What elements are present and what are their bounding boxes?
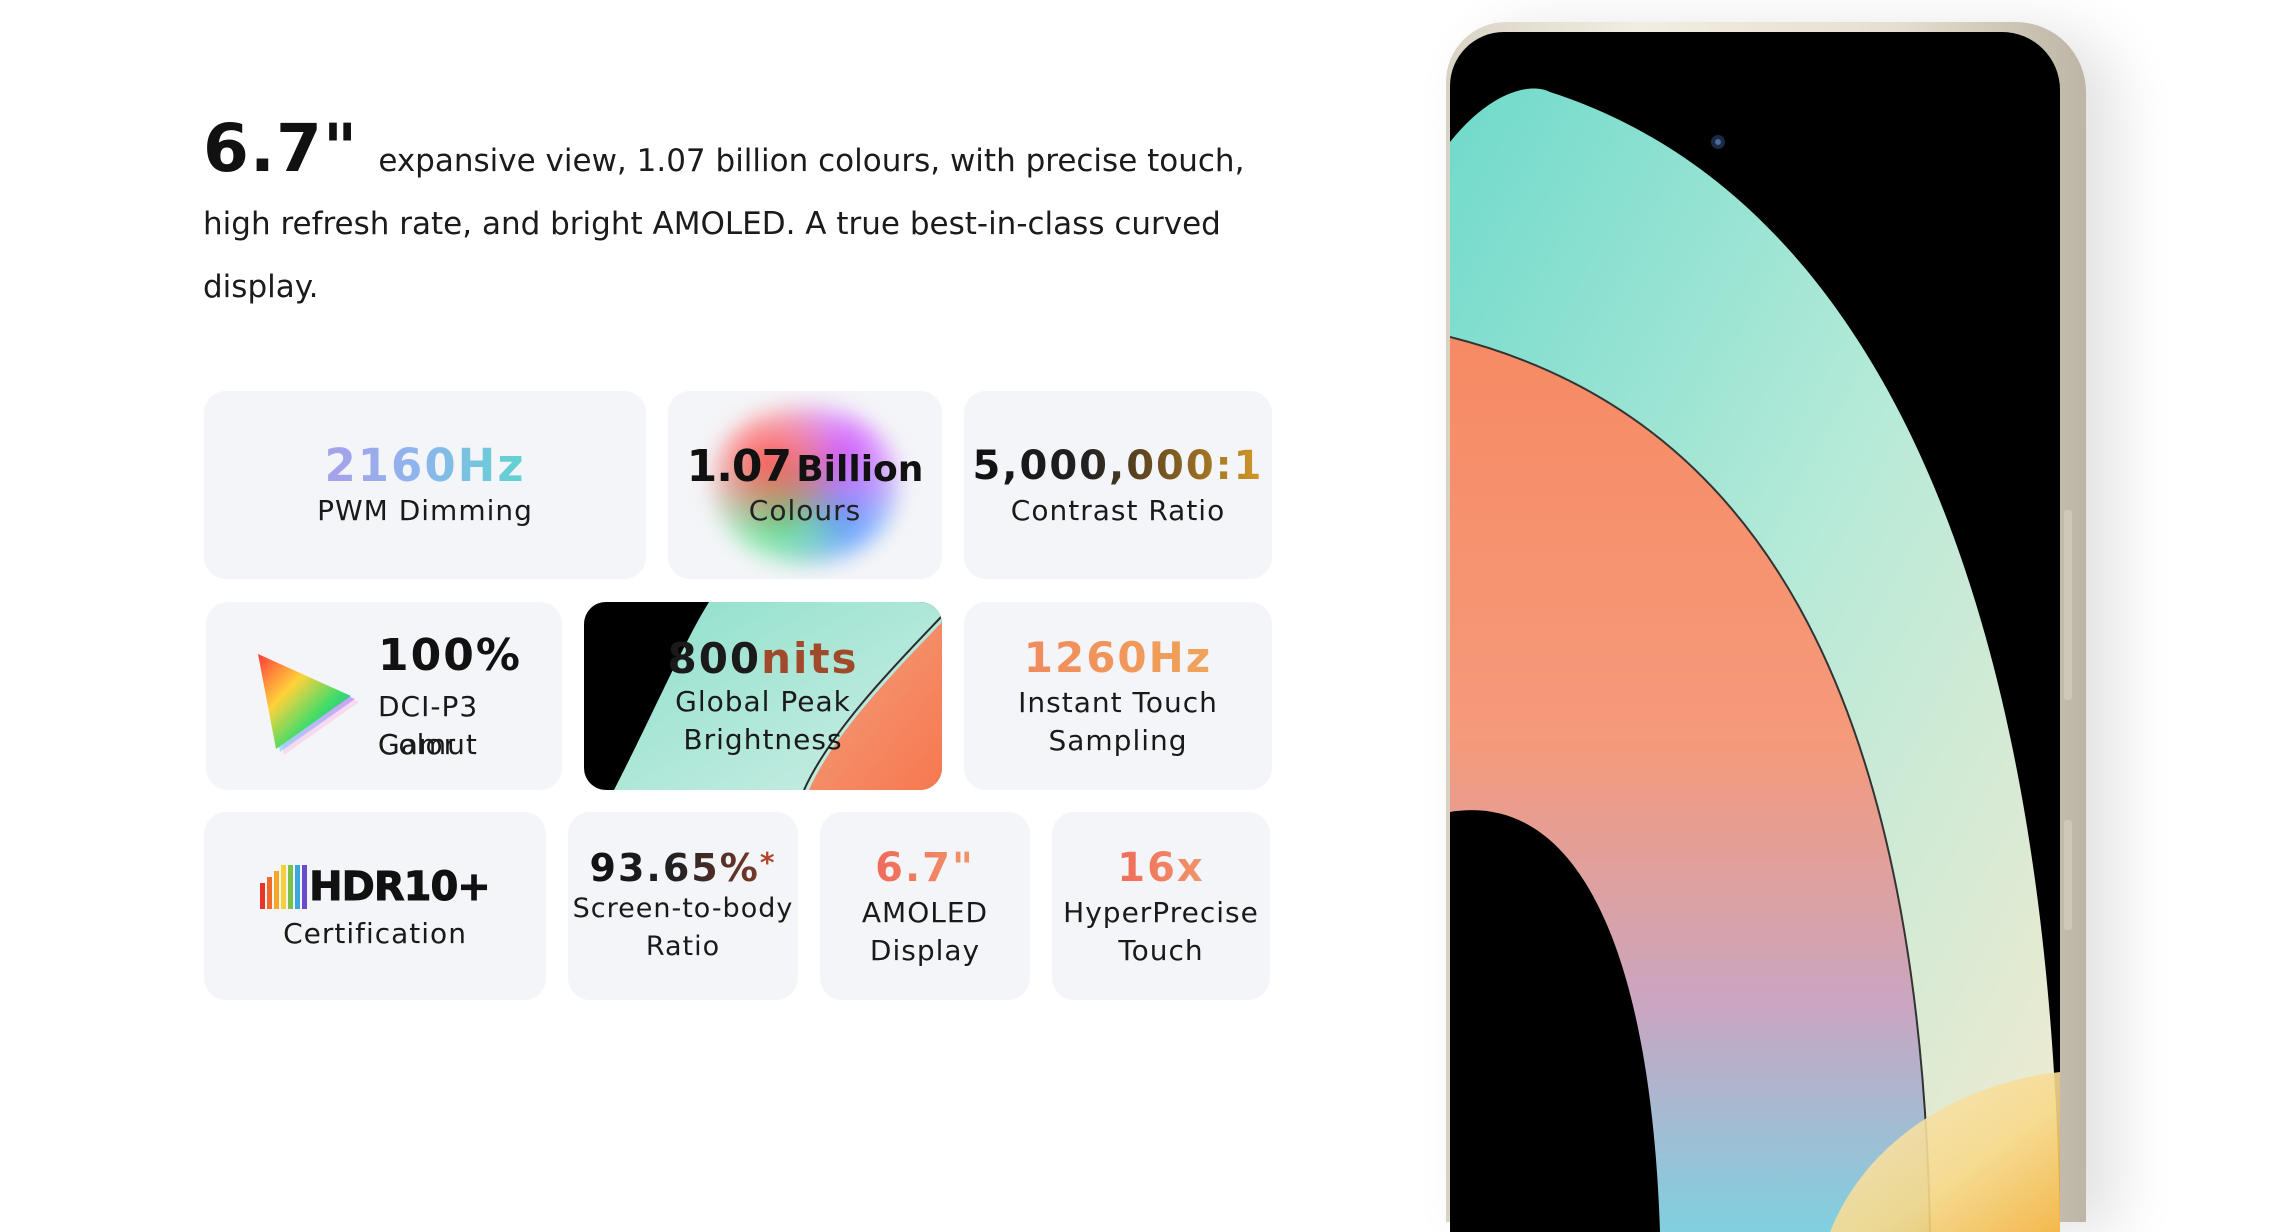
hyper-touch-value: 16x	[1117, 842, 1204, 894]
hdr10-plus-logo: HDR10+	[260, 859, 491, 915]
gamut-label-line2: Gamut	[378, 728, 478, 761]
hyper-touch-label-line1: HyperPrecise	[1063, 896, 1259, 929]
colours-card: 1.07 Billion Colours	[668, 391, 942, 579]
amoled-label-line1: AMOLED	[861, 896, 989, 929]
amoled-display-card: 6.7" AMOLED Display	[820, 812, 1030, 1000]
gamut-label-line1: DCI-P3 Color	[378, 690, 479, 761]
color-gamut-icon	[258, 654, 359, 755]
pwm-value: 2160Hz	[324, 439, 526, 492]
headline: 6.7" expansive view, 1.07 billion colours…	[203, 110, 1313, 319]
touch-sampling-card: 1260Hz Instant Touch Sampling	[964, 602, 1272, 790]
touch-sampling-value: 1260Hz	[1023, 633, 1213, 682]
amoled-value: 6.7"	[875, 842, 975, 894]
power-button	[2064, 820, 2072, 930]
pwm-dimming-card: 2160Hz PWM Dimming	[204, 391, 646, 579]
brightness-label-line2: Brightness	[683, 722, 843, 756]
screen-ratio-card: 93.65%* Screen-to-body Ratio	[568, 812, 798, 1000]
touch-sampling-label-line2: Sampling	[1048, 724, 1188, 757]
brightness-value: 800nits	[667, 633, 859, 683]
hyper-touch-card: 16x HyperPrecise Touch	[1052, 812, 1270, 1000]
volume-button	[2064, 510, 2072, 700]
colours-label: Colours	[748, 493, 862, 527]
screen-ratio-value: 93.65%*	[589, 846, 777, 890]
screen-size-headline: 6.7"	[203, 110, 359, 187]
contrast-value: 5,000,000:1	[972, 440, 1263, 492]
headline-description: expansive view, 1.07 billion colours, wi…	[203, 143, 1245, 305]
phone-wallpaper	[1450, 88, 2060, 1232]
color-gamut-card: 100% DCI-P3 Color Gamut	[206, 602, 562, 790]
contrast-ratio-card: 5,000,000:1 Contrast Ratio	[964, 391, 1272, 579]
contrast-label: Contrast Ratio	[1010, 494, 1226, 527]
phone-screen	[1450, 32, 2060, 1232]
pwm-label: PWM Dimming	[317, 494, 533, 527]
brightness-label-line1: Global Peak	[675, 684, 851, 718]
hdr-certification-card: HDR10+ Certification	[204, 812, 546, 1000]
peak-brightness-card: 800nits Global Peak Brightness	[584, 602, 942, 790]
screen-ratio-label-line1: Screen-to-body	[572, 893, 794, 924]
touch-sampling-label-line1: Instant Touch	[1018, 686, 1218, 719]
brightness-card-wallpaper	[614, 602, 942, 790]
hdr-label: Certification	[283, 917, 467, 950]
screen-ratio-label-line2: Ratio	[645, 931, 721, 962]
colour-spectrum-blob	[710, 405, 900, 565]
hyper-touch-label-line2: Touch	[1118, 934, 1204, 967]
amoled-label-line2: Display	[869, 934, 981, 967]
gamut-value: 100%	[378, 630, 522, 681]
colours-value: 1.07 Billion	[686, 440, 924, 492]
